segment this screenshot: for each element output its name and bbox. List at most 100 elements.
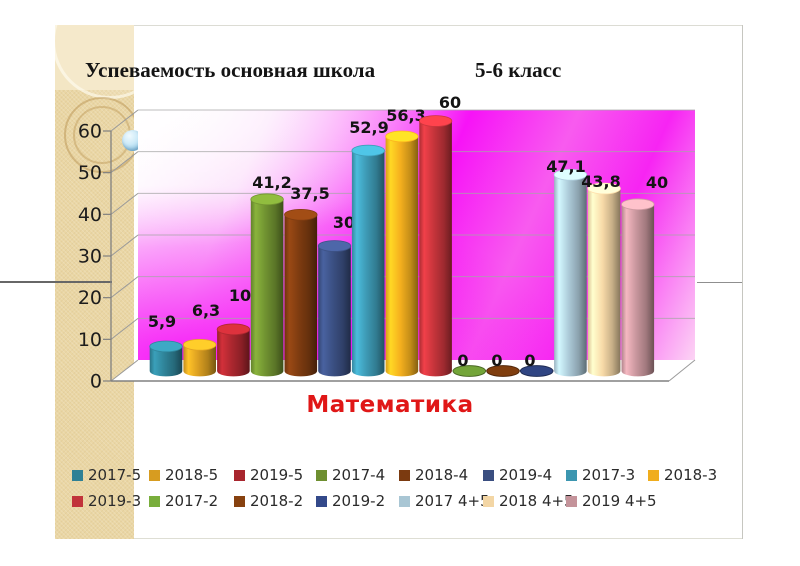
bar-2019-2: [519, 365, 554, 377]
bar-2018-4: [284, 208, 318, 377]
bar-value-label: 30: [333, 213, 355, 232]
bar-2019-3: [418, 115, 453, 377]
y-tick-label: 10: [78, 329, 102, 351]
slide-title: Успеваемость основная школа: [85, 58, 376, 82]
legend-swatch: [566, 495, 577, 507]
bar-2018 4+5: [587, 182, 621, 377]
bar-2019-5: [216, 323, 251, 377]
grid-connector: [110, 151, 139, 174]
decor-glass-ball: [122, 130, 143, 151]
legend-label: 2017-5: [88, 466, 142, 484]
y-tick-label: 0: [90, 371, 102, 393]
slide-border-bottom: [57, 538, 742, 539]
legend-item-2018-4+5: 2018 4+5: [483, 492, 574, 510]
legend-swatch: [72, 469, 83, 481]
legend-item-2019-2: 2019-2: [316, 492, 385, 510]
legend-label: 2019 4+5: [582, 492, 657, 510]
bar-value-label: 40: [646, 173, 668, 192]
grid-connector: [110, 109, 139, 132]
legend-swatch: [483, 469, 494, 481]
legend-item-2018-2: 2018-2: [234, 492, 303, 510]
legend-item-2017-4+5: 2017 4+5: [399, 492, 490, 510]
legend-swatch: [72, 495, 83, 507]
legend-item-2019-5: 2019-5: [234, 466, 303, 484]
bar-2017-4: [250, 193, 284, 377]
bar-2017-2: [452, 365, 487, 377]
legend-item-2018-3: 2018-3: [648, 466, 717, 484]
legend-item-2017-2: 2017-2: [149, 492, 218, 510]
bar-value-label: 6,3: [192, 301, 220, 320]
legend-label: 2017-2: [165, 492, 219, 510]
bar-2019 4+5: [621, 198, 655, 377]
bar-2017-3: [351, 144, 385, 377]
grid-connector: [110, 234, 139, 257]
bar-2018-2: [486, 365, 520, 377]
y-tick-label: 20: [78, 287, 102, 309]
legend-label: 2018-2: [250, 492, 304, 510]
legend-swatch: [234, 469, 245, 481]
y-tick-label: 60: [78, 121, 102, 143]
legend-swatch: [648, 469, 659, 481]
legend-swatch: [316, 495, 327, 507]
bar-value-label: 43,8: [581, 172, 620, 191]
bar-value-label: 60: [439, 93, 461, 112]
bar-2017 4+5: [553, 168, 588, 377]
legend-item-2018-5: 2018-5: [149, 466, 218, 484]
bar-value-label: 47,1: [546, 157, 585, 176]
legend-label: 2018-5: [165, 466, 219, 484]
legend-item-2018-4: 2018-4: [399, 466, 468, 484]
legend-label: 2017-4: [332, 466, 386, 484]
legend-label: 2019-2: [332, 492, 386, 510]
legend-item-2017-3: 2017-3: [566, 466, 635, 484]
bar-value-label: 52,9: [349, 118, 388, 137]
bar-2018-5: [182, 338, 217, 377]
legend-item-2017-4: 2017-4: [316, 466, 385, 484]
bar-value-label: 41,2: [252, 173, 291, 192]
legend-label: 2019-4: [499, 466, 553, 484]
y-tick-label: 30: [78, 246, 102, 268]
legend-swatch: [234, 495, 245, 507]
y-tick-label: 50: [78, 162, 102, 184]
legend-swatch: [399, 495, 410, 507]
y-tick-label: 40: [78, 204, 102, 226]
slide-title-class: 5-6 класс: [475, 58, 562, 82]
legend-label: 2018 4+5: [499, 492, 574, 510]
x-axis-label: Математика: [306, 392, 474, 418]
grid-connector: [110, 276, 139, 299]
bar-2018-3: [385, 130, 419, 377]
legend-label: 2019-5: [250, 466, 304, 484]
legend-swatch: [149, 469, 160, 481]
legend-swatch: [399, 469, 410, 481]
legend-label: 2018-4: [415, 466, 469, 484]
legend-item-2017-5: 2017-5: [72, 466, 141, 484]
bar-2019-4: [317, 240, 352, 377]
bar-value-label: 10: [229, 286, 251, 305]
slide-border-top: [57, 25, 742, 26]
legend-label: 2017 4+5: [415, 492, 490, 510]
bar-value-label: 56,3: [386, 106, 425, 125]
grid-connector: [110, 192, 139, 215]
legend-swatch: [316, 469, 327, 481]
bar-value-label: 37,5: [290, 184, 329, 203]
legend-item-2019-3: 2019-3: [72, 492, 141, 510]
legend-label: 2018-3: [664, 466, 718, 484]
theme-rule-left: [0, 281, 112, 283]
legend-swatch: [483, 495, 494, 507]
legend-item-2019-4+5: 2019 4+5: [566, 492, 657, 510]
floor-right-edge: [668, 359, 696, 382]
legend-label: 2019-3: [88, 492, 142, 510]
bar-2017-5: [149, 340, 183, 377]
legend-swatch: [566, 469, 577, 481]
bar-value-label: 0: [524, 351, 535, 370]
legend-item-2019-4: 2019-4: [483, 466, 552, 484]
grid-connector: [110, 359, 139, 382]
bar-value-label: 0: [457, 351, 468, 370]
decor-circle-outer: [64, 97, 134, 173]
legend-swatch: [149, 495, 160, 507]
legend-label: 2017-3: [582, 466, 636, 484]
bar-value-label: 5,9: [148, 312, 176, 331]
bar-value-label: 0: [491, 351, 502, 370]
grid-connector: [110, 317, 139, 340]
